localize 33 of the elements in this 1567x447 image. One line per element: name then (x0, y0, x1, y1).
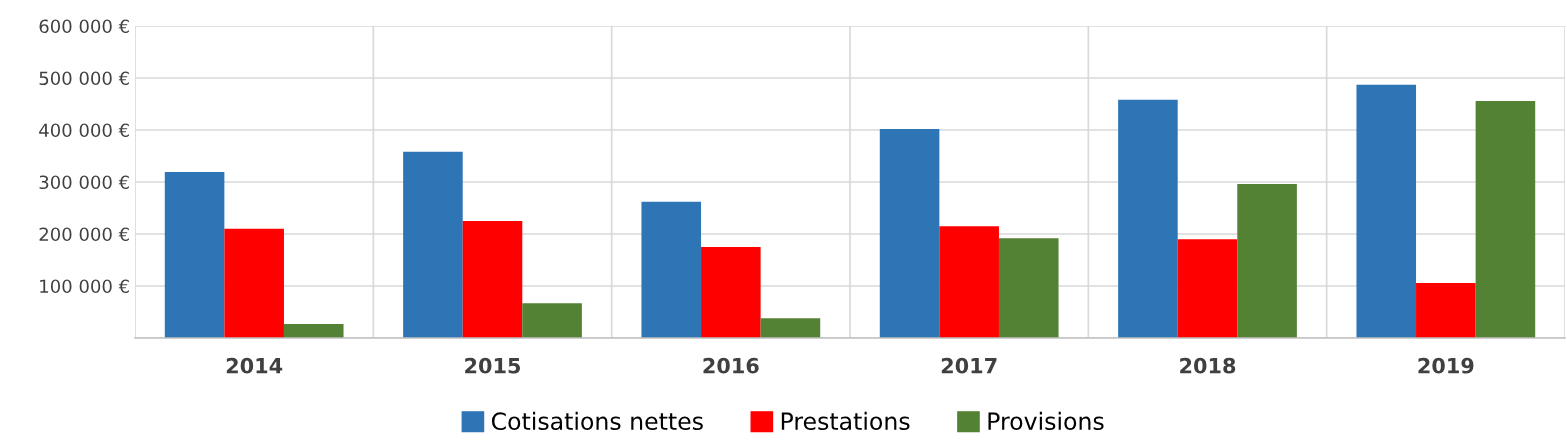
bar (1416, 282, 1476, 338)
y-tick-label: 300 000 € (39, 175, 129, 190)
bar (1177, 239, 1238, 338)
x-tick-label: 2017 (941, 357, 997, 374)
bar (701, 247, 761, 338)
bar (1237, 184, 1297, 338)
bar (164, 172, 225, 338)
x-tick-label: 2014 (226, 357, 283, 374)
y-tick-label: 500 000 € (39, 71, 129, 86)
bar (939, 226, 999, 338)
legend-label: Cotisations nettes (491, 411, 703, 431)
bar (224, 228, 284, 338)
bar (641, 201, 702, 338)
y-tick-label: 200 000 € (39, 227, 129, 242)
legend-label: Provisions (988, 411, 1104, 431)
y-tick-label: 600 000 € (39, 19, 129, 34)
x-tick-label: 2015 (465, 357, 521, 374)
bar (1475, 100, 1536, 338)
x-tick-label: 2018 (1180, 357, 1236, 374)
x-tick-label: 2019 (1418, 357, 1474, 374)
bar (462, 221, 523, 338)
y-tick-label: 100 000 € (40, 279, 129, 294)
bar (403, 151, 463, 338)
bar (760, 318, 821, 338)
bar (879, 128, 940, 338)
x-tick-label: 2016 (703, 357, 759, 374)
bar (1356, 84, 1417, 338)
bar (522, 303, 582, 338)
bar (998, 238, 1059, 338)
bar (283, 323, 344, 338)
legend-label: Prestations (781, 411, 910, 431)
y-tick-label: 400 000 € (39, 123, 129, 138)
bar (1118, 99, 1178, 338)
